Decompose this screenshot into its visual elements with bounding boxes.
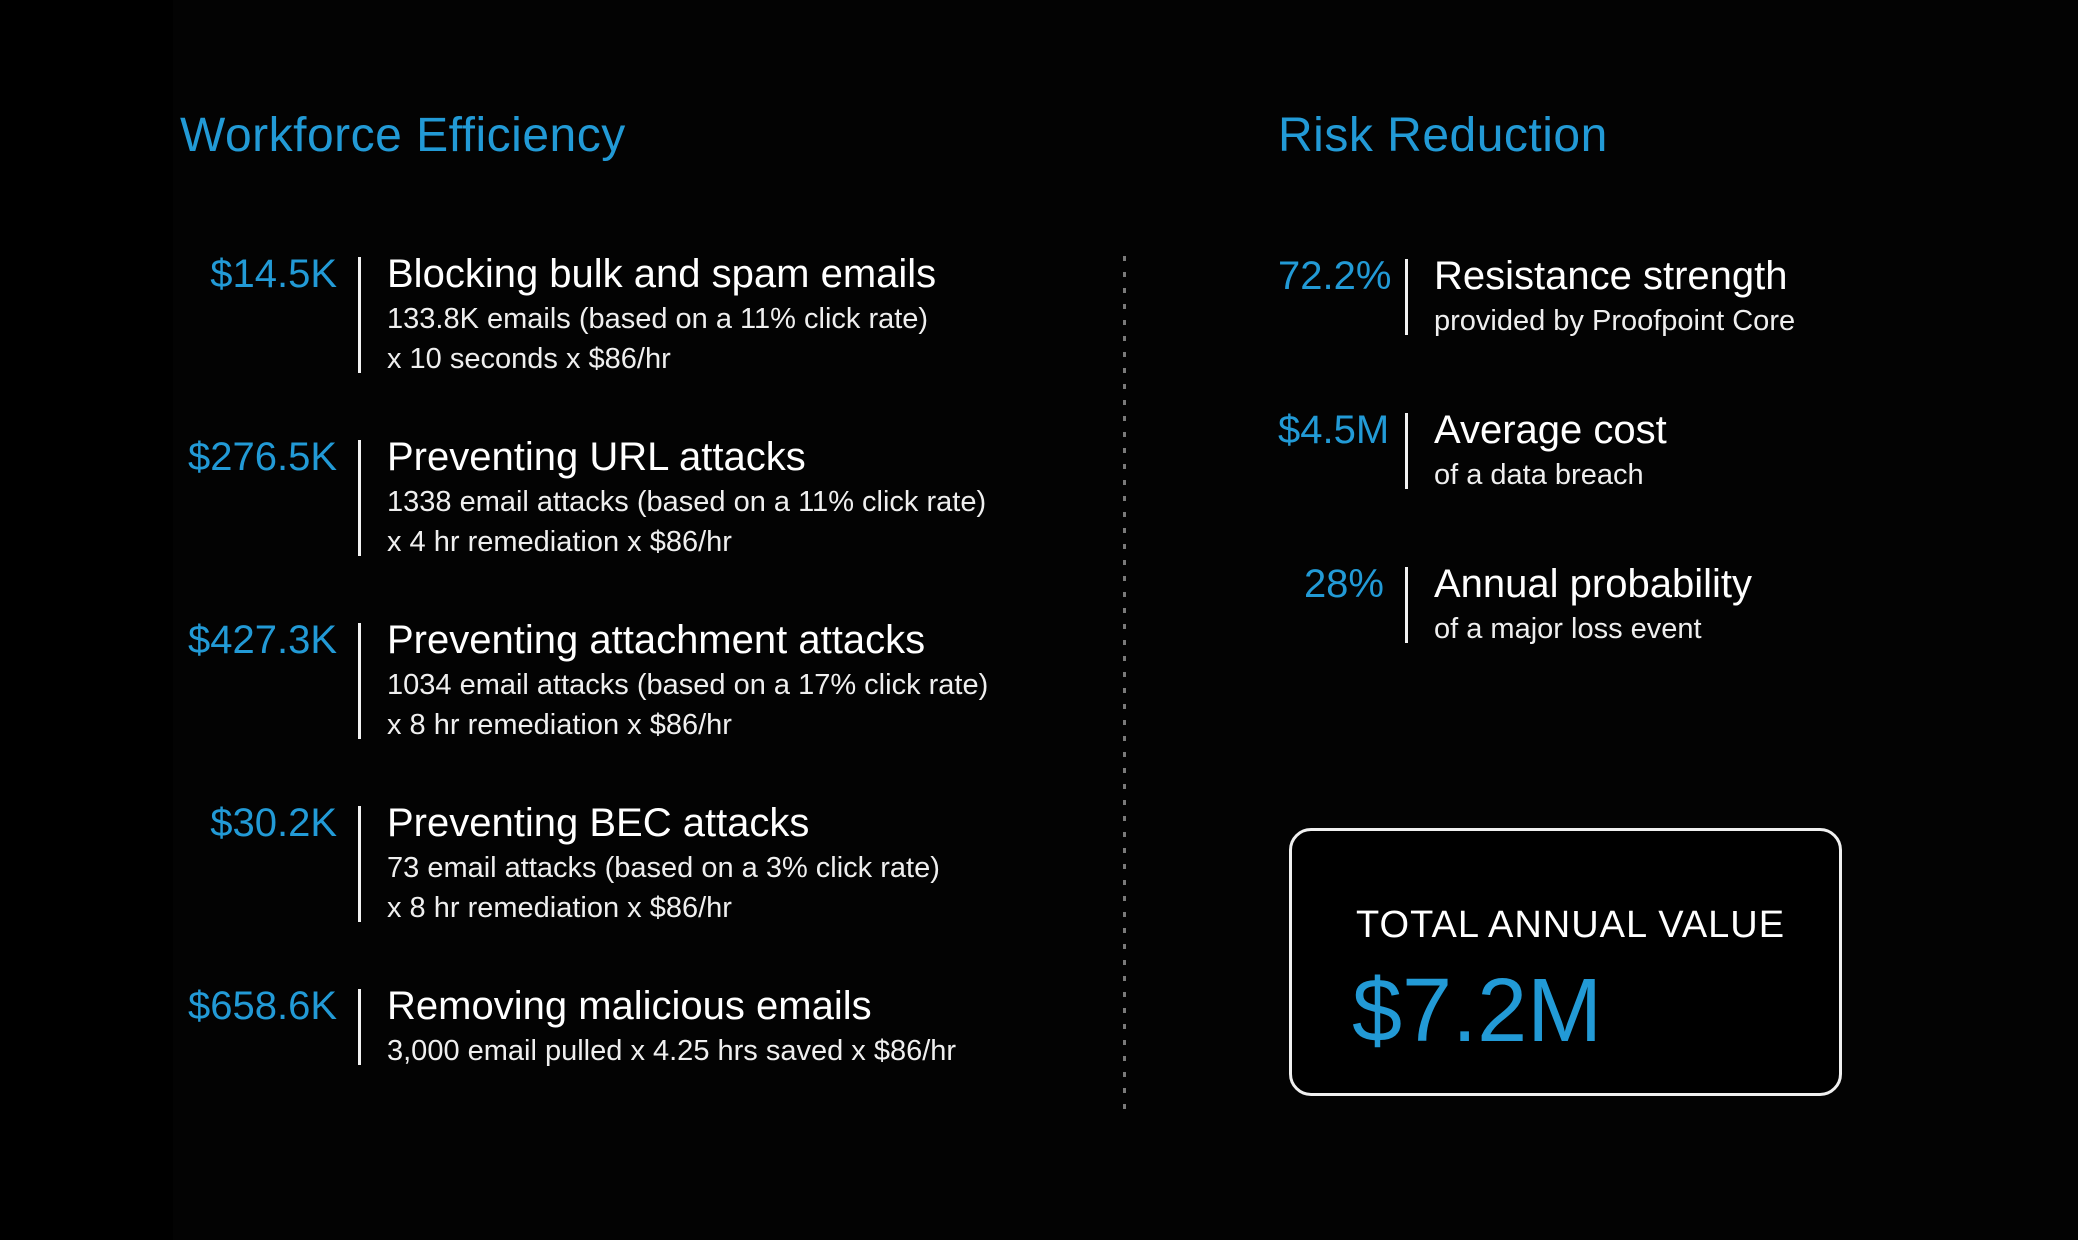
total-annual-value-amount: $7.2M xyxy=(1352,961,1603,1061)
metric-title: Blocking bulk and spam emails xyxy=(387,252,937,296)
metric-text: Average cost of a data breach xyxy=(1434,406,1667,494)
metric-row-resistance-strength: 72.2% Resistance strength provided by Pr… xyxy=(1278,252,1898,340)
metric-text: Preventing URL attacks 1338 email attack… xyxy=(387,433,986,561)
total-annual-value-card: TOTAL ANNUAL VALUE $7.2M xyxy=(1289,828,1842,1096)
metric-detail: 1034 email attacks (based on a 17% click… xyxy=(387,669,989,701)
metric-title: Average cost xyxy=(1434,408,1667,452)
metric-value: $30.2K xyxy=(210,801,337,845)
metric-row-annual-probability: 28% Annual probability of a major loss e… xyxy=(1278,560,1898,648)
metric-detail: x 8 hr remediation x $86/hr xyxy=(387,709,732,741)
metric-divider-bar xyxy=(358,257,361,373)
metric-title: Preventing BEC attacks xyxy=(387,801,810,845)
metric-detail: x 4 hr remediation x $86/hr xyxy=(387,526,732,558)
metric-divider-bar xyxy=(358,989,361,1065)
metric-divider-bar xyxy=(358,440,361,556)
metric-title: Removing malicious emails xyxy=(387,984,872,1028)
metric-text: Removing malicious emails 3,000 email pu… xyxy=(387,982,956,1070)
metric-detail: 3,000 email pulled x 4.25 hrs saved x $8… xyxy=(387,1035,957,1067)
metric-divider-bar xyxy=(1405,259,1408,335)
metric-title: Annual probability xyxy=(1434,562,1752,606)
metric-row-bec-attacks: $30.2K Preventing BEC attacks 73 email a… xyxy=(173,799,1103,927)
metric-value: $427.3K xyxy=(187,618,337,662)
total-annual-value-label: TOTAL ANNUAL VALUE xyxy=(1356,904,1786,946)
metric-divider-bar xyxy=(358,623,361,739)
metric-divider-bar xyxy=(1405,413,1408,489)
metric-value: $276.5K xyxy=(187,435,337,479)
metric-text: Preventing BEC attacks 73 email attacks … xyxy=(387,799,940,927)
metric-text: Annual probability of a major loss event xyxy=(1434,560,1752,648)
metric-detail: 73 email attacks (based on a 3% click ra… xyxy=(387,852,940,884)
metric-text: Blocking bulk and spam emails 133.8K ema… xyxy=(387,250,936,378)
workforce-efficiency-list: $14.5K Blocking bulk and spam emails 133… xyxy=(173,250,1103,1070)
metric-detail: of a major loss event xyxy=(1434,613,1702,645)
risk-reduction-title: Risk Reduction xyxy=(1278,109,1608,162)
metric-detail: provided by Proofpoint Core xyxy=(1434,305,1796,337)
metric-value: $14.5K xyxy=(210,252,337,296)
workforce-efficiency-title: Workforce Efficiency xyxy=(180,109,626,162)
risk-reduction-list: 72.2% Resistance strength provided by Pr… xyxy=(1278,252,1898,648)
metric-title: Preventing URL attacks xyxy=(387,435,806,479)
metric-detail: 133.8K emails (based on a 11% click rate… xyxy=(387,303,929,335)
metric-value: $4.5M xyxy=(1278,408,1390,452)
metric-value: 72.2% xyxy=(1278,254,1392,298)
metric-divider-bar xyxy=(1405,567,1408,643)
metric-title: Preventing attachment attacks xyxy=(387,618,926,662)
metric-row-removing-malicious: $658.6K Removing malicious emails 3,000 … xyxy=(173,982,1103,1070)
metric-value: 28% xyxy=(1303,562,1384,606)
metric-detail: of a data breach xyxy=(1434,459,1644,491)
metric-divider-bar xyxy=(358,806,361,922)
metric-row-blocking-bulk-spam: $14.5K Blocking bulk and spam emails 133… xyxy=(173,250,1103,378)
metric-row-url-attacks: $276.5K Preventing URL attacks 1338 emai… xyxy=(173,433,1103,561)
dotted-column-divider xyxy=(1123,256,1126,1118)
metric-row-attachment-attacks: $427.3K Preventing attachment attacks 10… xyxy=(173,616,1103,744)
metric-detail: x 10 seconds x $86/hr xyxy=(387,343,671,375)
metric-title: Resistance strength xyxy=(1434,254,1788,298)
metric-value: $658.6K xyxy=(187,984,337,1028)
metric-detail: x 8 hr remediation x $86/hr xyxy=(387,892,732,924)
metric-text: Resistance strength provided by Proofpoi… xyxy=(1434,252,1795,340)
metric-text: Preventing attachment attacks 1034 email… xyxy=(387,616,988,744)
metric-row-average-cost: $4.5M Average cost of a data breach xyxy=(1278,406,1898,494)
metric-detail: 1338 email attacks (based on a 11% click… xyxy=(387,486,987,518)
